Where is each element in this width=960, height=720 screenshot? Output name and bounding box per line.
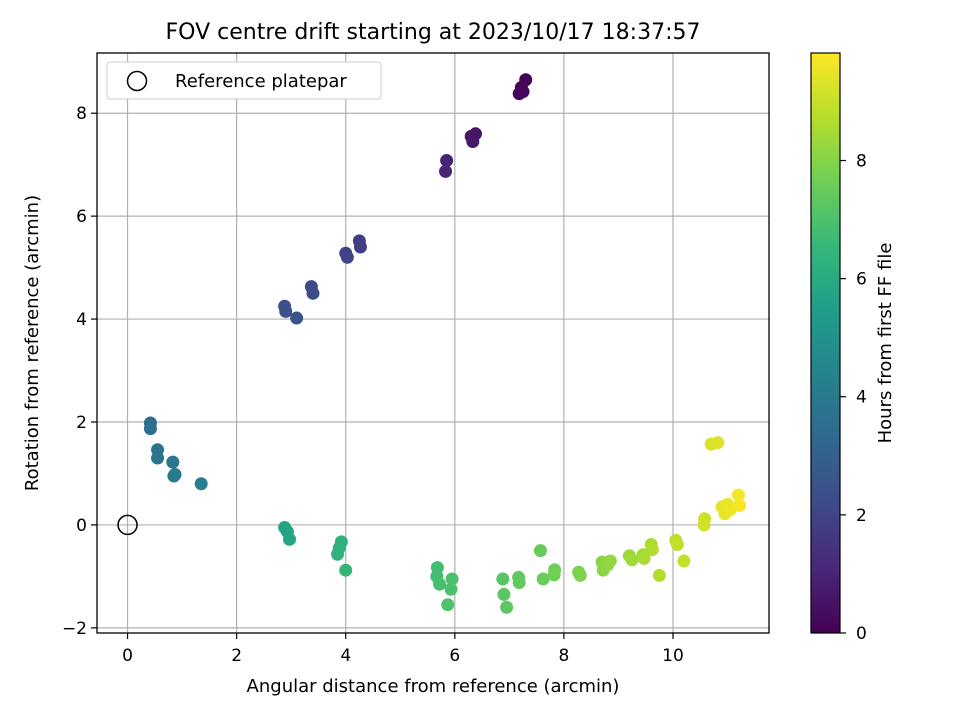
x-tick-label: 8 bbox=[558, 646, 569, 666]
data-point bbox=[516, 85, 530, 99]
data-point bbox=[441, 598, 455, 612]
y-tick-label: 8 bbox=[76, 104, 87, 124]
y-tick-label: 4 bbox=[76, 310, 87, 330]
x-tick-label: 0 bbox=[122, 646, 133, 666]
data-point bbox=[645, 543, 659, 557]
data-point bbox=[731, 488, 745, 502]
data-point bbox=[194, 477, 208, 491]
x-axis: 0 2 4 6 8 10 bbox=[122, 633, 684, 666]
legend-box bbox=[106, 61, 382, 100]
grid-lines bbox=[97, 53, 769, 633]
data-point bbox=[533, 544, 547, 558]
data-points bbox=[143, 73, 747, 614]
data-point bbox=[733, 498, 747, 512]
chart-title: FOV centre drift starting at 2023/10/17 … bbox=[166, 20, 701, 45]
data-point bbox=[637, 551, 651, 565]
data-point bbox=[670, 537, 684, 551]
x-tick-label: 4 bbox=[340, 646, 351, 666]
data-point bbox=[331, 547, 345, 561]
data-point bbox=[445, 572, 459, 586]
colorbar-ticks: 0 2 4 6 8 bbox=[840, 151, 867, 644]
data-point bbox=[279, 304, 293, 318]
data-point bbox=[166, 455, 180, 469]
data-point bbox=[603, 554, 617, 568]
colorbar-gradient bbox=[810, 52, 841, 634]
data-point bbox=[496, 572, 510, 586]
data-point bbox=[151, 451, 165, 465]
colorbar-label: Hours from first FF file bbox=[875, 243, 896, 444]
data-point bbox=[353, 240, 367, 254]
y-tick-label: 2 bbox=[76, 413, 87, 433]
y-axis-label: Rotation from reference (arcmin) bbox=[22, 195, 43, 491]
x-tick-label: 2 bbox=[231, 646, 242, 666]
data-point bbox=[697, 518, 711, 532]
legend-entry-reference: Reference platepar bbox=[175, 71, 347, 92]
plot-frame bbox=[96, 52, 770, 634]
data-point bbox=[573, 568, 587, 582]
data-point bbox=[500, 600, 514, 614]
legend: Reference platepar bbox=[106, 61, 382, 100]
colorbar-tick-label: 6 bbox=[856, 270, 867, 290]
data-point bbox=[536, 572, 550, 586]
data-point bbox=[167, 469, 181, 483]
data-point bbox=[439, 164, 453, 178]
y-axis: −2 0 2 4 6 8 bbox=[62, 104, 97, 639]
colorbar-tick-label: 8 bbox=[856, 151, 867, 171]
reference-platepar-marker bbox=[117, 514, 138, 536]
y-tick-label: 6 bbox=[76, 207, 87, 227]
reference-marker-layer bbox=[117, 514, 138, 536]
data-point bbox=[677, 554, 691, 568]
data-point bbox=[547, 568, 561, 582]
data-point bbox=[440, 154, 454, 168]
y-tick-label: 0 bbox=[76, 516, 87, 536]
x-tick-label: 10 bbox=[662, 646, 684, 666]
colorbar-tick-label: 2 bbox=[856, 506, 867, 526]
data-point bbox=[711, 436, 725, 450]
data-point bbox=[340, 250, 354, 264]
data-point bbox=[652, 568, 666, 582]
data-point bbox=[306, 286, 320, 300]
data-point bbox=[433, 577, 447, 591]
data-point bbox=[339, 563, 353, 577]
x-tick-label: 6 bbox=[449, 646, 460, 666]
colorbar-tick-label: 0 bbox=[856, 624, 867, 644]
legend-marker-reference bbox=[126, 70, 148, 92]
data-point bbox=[625, 553, 639, 567]
data-point bbox=[143, 422, 157, 436]
x-axis-label: Angular distance from reference (arcmin) bbox=[247, 676, 620, 697]
colorbar: 0 2 4 6 8 Hours from first FF file bbox=[810, 52, 896, 644]
data-point bbox=[290, 311, 304, 325]
data-point bbox=[512, 576, 526, 590]
colorbar-tick-label: 4 bbox=[856, 388, 867, 408]
data-point bbox=[466, 135, 480, 149]
data-point bbox=[497, 587, 511, 601]
y-tick-label: −2 bbox=[62, 619, 87, 639]
data-point bbox=[283, 532, 297, 546]
plot-area bbox=[96, 52, 770, 634]
data-point bbox=[444, 582, 458, 596]
